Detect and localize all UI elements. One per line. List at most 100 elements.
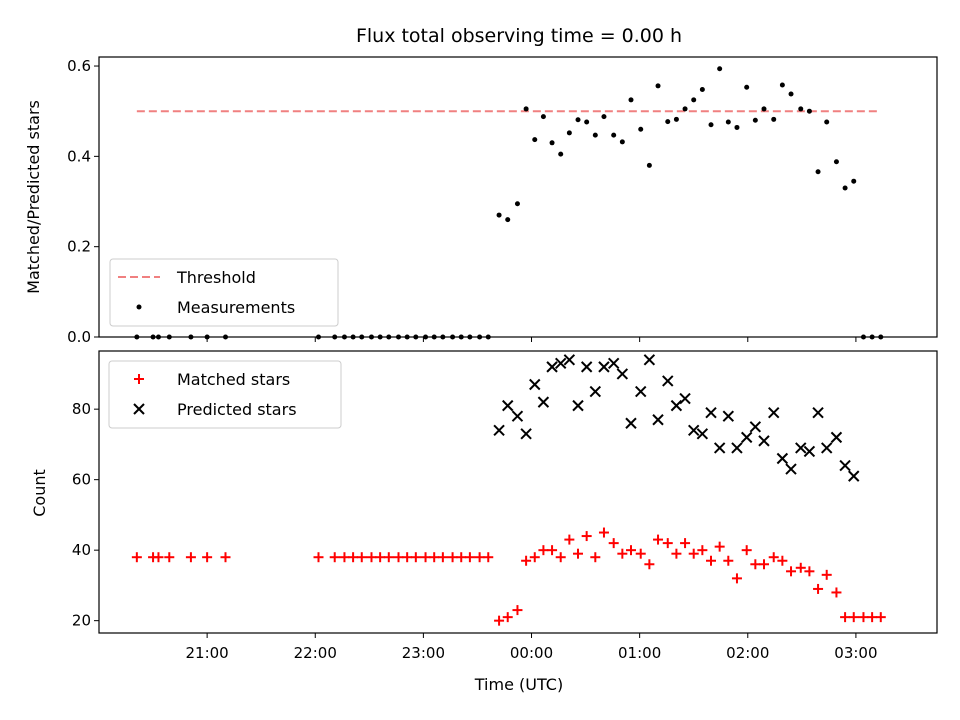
measurement-point [601, 114, 607, 120]
matched-star-point [617, 548, 628, 559]
matched-star-point [164, 552, 175, 563]
matched-star-point [521, 555, 532, 566]
matched-star-point [697, 545, 708, 556]
chart-title: Flux total observing time = 0.00 h [356, 25, 682, 47]
x-tick-label: 03:00 [834, 644, 877, 662]
count-y-axis-label: Count [30, 469, 49, 517]
matched-star-point [429, 552, 440, 563]
matched-star-point [339, 552, 350, 563]
predicted-star-point [821, 442, 833, 454]
measurement-point [655, 83, 661, 89]
measurement-point [708, 122, 714, 128]
ratio-panel: 0.0 0.2 0.4 0.6 Matched/Predicted stars Thr… [24, 56, 938, 346]
matched-star-point [653, 534, 664, 545]
predicted-star-point [785, 463, 797, 475]
x-tick-label: 22:00 [294, 644, 337, 662]
x-tick-label: 02:00 [726, 644, 769, 662]
predicted-star-point [768, 406, 780, 419]
matched-star-point [768, 552, 779, 563]
matched-star-point [867, 612, 878, 623]
matched-star-point [706, 555, 717, 566]
matched-star-point [608, 538, 619, 549]
matched-star-point [348, 552, 359, 563]
matched-star-point [875, 612, 886, 623]
measurement-point [833, 159, 839, 165]
measurement-point [682, 106, 688, 112]
matched-star-point [581, 531, 592, 542]
predicted-star-point [758, 435, 770, 447]
matched-star-point [731, 573, 742, 584]
predicted-star-point [625, 417, 637, 429]
matched-star-point [590, 552, 601, 563]
measurement-point [798, 106, 804, 112]
measurement-point [549, 140, 555, 146]
matched-star-point [375, 552, 386, 563]
measurement-point [779, 82, 785, 88]
predicted-star-point [652, 414, 664, 426]
matched-star-point [813, 583, 824, 594]
matched-star-point [750, 559, 761, 570]
predicted-star-point [589, 385, 602, 398]
predicted-star-point [529, 378, 541, 391]
predicted-star-point [740, 431, 753, 444]
ratio-y-axis-label: Matched/Predicted stars [24, 100, 43, 294]
matched-legend-marker [134, 374, 144, 384]
matched-star-point [635, 548, 646, 559]
measurement-point [699, 87, 705, 93]
measurement-point [665, 119, 671, 125]
predicted-legend-cross [133, 403, 145, 415]
matched-star-point [383, 552, 394, 563]
matched-star-point [153, 552, 164, 563]
predicted-star-point [563, 354, 576, 366]
matched-star-point [474, 552, 485, 563]
measurement-point [771, 116, 777, 122]
predicted-star-point [643, 354, 656, 366]
matched-star-point [185, 552, 196, 563]
matched-star-point [512, 605, 523, 616]
measurement-point [523, 106, 529, 112]
measurement-point [717, 66, 723, 72]
matched-star-point [573, 548, 584, 559]
measurement-point [496, 212, 502, 218]
measurement-point [691, 97, 697, 103]
measurement-point [584, 119, 590, 125]
x-axis-label: Time (UTC) [474, 675, 563, 694]
matched-star-point [410, 552, 421, 563]
predicted-star-point [812, 406, 824, 419]
predicted-star-point [635, 385, 647, 398]
predicted-star-point [705, 406, 717, 419]
matched-star-point [529, 552, 540, 563]
predicted-legend-marker [133, 403, 145, 415]
predicted-star-point [830, 431, 843, 444]
matched-star-point [821, 569, 832, 580]
measurement-point [824, 119, 830, 125]
matched-star-point [366, 552, 377, 563]
matched-star-point [547, 545, 558, 556]
predicted-star-point [803, 445, 816, 458]
x-tick-label: 23:00 [402, 644, 445, 662]
predicted-star-point [839, 459, 851, 472]
predicted-star-point [502, 399, 514, 412]
matched-star-point [329, 552, 340, 563]
predicted-legend-label: Predicted stars [177, 400, 297, 419]
matched-star-point [688, 548, 699, 559]
matched-star-point [848, 612, 859, 623]
measurement-point [806, 108, 812, 114]
ratio-y-tick-label: 0.4 [67, 147, 91, 165]
matched-star-point [858, 612, 869, 623]
predicted-star-point [795, 442, 807, 454]
matched-star-point [723, 555, 734, 566]
matched-star-point [538, 545, 549, 556]
matched-star-point [840, 612, 851, 623]
matched-star-point [671, 548, 682, 559]
ratio-panel-frame [98, 56, 938, 338]
measurement-point [558, 151, 564, 157]
measurement-point [532, 137, 538, 143]
predicted-star-point [520, 428, 532, 440]
matched-star-point [598, 527, 609, 538]
matched-star-point [644, 559, 655, 570]
predicted-star-point [749, 421, 762, 433]
measurement-point [646, 162, 652, 168]
predicted-star-point [722, 410, 735, 422]
matched-star-point [714, 541, 725, 552]
